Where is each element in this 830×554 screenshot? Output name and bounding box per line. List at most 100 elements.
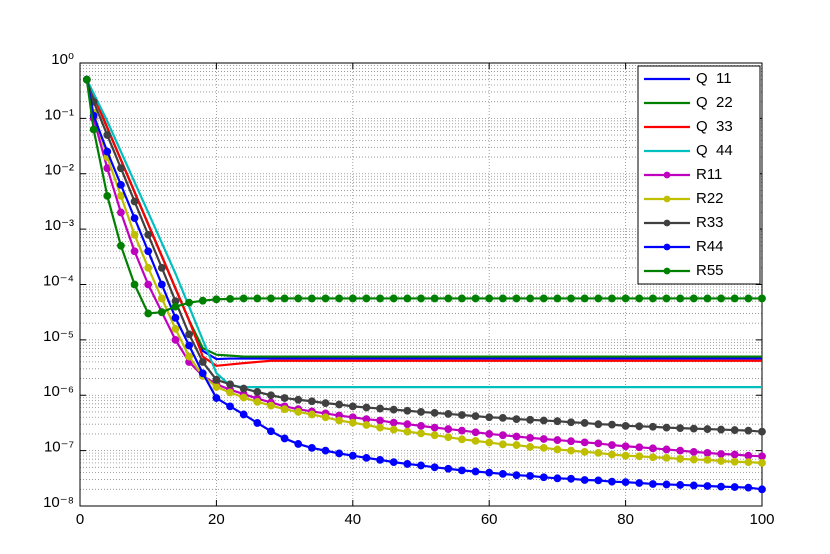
series-marker	[730, 450, 739, 459]
series-marker	[239, 410, 248, 419]
series-marker	[744, 483, 753, 492]
y-tick-label: 10⁻³	[44, 217, 74, 234]
series-marker	[676, 424, 685, 433]
series-marker	[307, 397, 316, 406]
series-marker	[130, 280, 139, 289]
series-marker	[280, 434, 289, 443]
series-marker	[758, 427, 766, 436]
series-marker	[676, 481, 685, 489]
series-marker	[608, 450, 616, 459]
x-tick-label: 60	[481, 511, 498, 528]
series-marker	[144, 247, 153, 256]
series-marker	[662, 480, 671, 489]
series-marker	[703, 455, 712, 464]
series-marker	[239, 384, 248, 393]
series-marker	[703, 448, 712, 457]
series-marker	[567, 446, 575, 455]
series-marker	[758, 294, 766, 303]
x-tick-label: 20	[208, 511, 225, 528]
series-marker	[758, 452, 766, 461]
series-marker	[676, 454, 685, 463]
series-marker	[539, 416, 548, 425]
series-marker	[389, 418, 398, 427]
series-marker	[212, 394, 221, 402]
series-marker	[730, 294, 739, 303]
series-marker	[335, 449, 344, 458]
series-marker	[580, 438, 589, 447]
series-marker	[335, 400, 344, 409]
series-marker	[635, 422, 644, 431]
series-marker	[280, 294, 289, 303]
series-marker	[689, 481, 698, 490]
series-marker	[608, 294, 616, 303]
series-marker	[444, 294, 453, 303]
legend-label: Q 11	[696, 70, 732, 87]
series-marker	[89, 125, 98, 134]
legend-label: R55	[696, 262, 724, 279]
series-marker	[512, 471, 521, 480]
series-marker	[444, 425, 453, 433]
series-marker	[294, 440, 303, 448]
x-tick-label: 100	[749, 511, 774, 528]
series-marker	[580, 294, 589, 303]
series-marker	[430, 423, 439, 432]
series-marker	[471, 412, 480, 421]
legend-label: R33	[696, 214, 724, 231]
series-marker	[226, 388, 234, 397]
series-marker	[280, 394, 289, 402]
series-marker	[471, 428, 480, 437]
series-marker	[376, 455, 384, 464]
series-marker	[307, 294, 316, 303]
series-marker	[267, 294, 275, 303]
series-marker	[485, 294, 494, 303]
series-marker	[458, 294, 466, 303]
series-marker	[185, 352, 194, 361]
series-marker	[144, 280, 153, 289]
series-marker	[498, 431, 507, 440]
series-marker	[621, 294, 630, 303]
series-marker	[539, 473, 548, 482]
series-marker	[458, 426, 466, 435]
series-marker	[744, 426, 753, 435]
series-marker	[608, 441, 616, 449]
series-marker	[130, 197, 139, 206]
series-marker	[376, 416, 384, 425]
series-marker	[185, 298, 194, 307]
series-marker	[417, 421, 425, 430]
series-marker	[662, 294, 671, 303]
series-marker	[389, 294, 398, 303]
series-marker	[417, 294, 425, 303]
series-marker	[539, 294, 548, 303]
series-marker	[676, 294, 685, 303]
legend-marker	[663, 171, 671, 179]
legend: Q 11 Q 22 Q 33 Q 44 R11 R22 R33 R44 R55	[637, 65, 761, 285]
series-marker	[348, 402, 357, 411]
y-tick-label: 10⁰	[51, 51, 74, 68]
series-marker	[498, 413, 507, 422]
series-marker	[185, 341, 194, 350]
series-marker	[635, 479, 644, 487]
series-marker	[348, 294, 357, 303]
series-marker	[485, 413, 494, 422]
series-marker	[198, 358, 207, 366]
series-marker	[689, 424, 698, 433]
series-marker	[403, 427, 412, 436]
series-marker	[444, 410, 453, 418]
series-marker	[171, 324, 180, 333]
series-marker	[212, 375, 221, 384]
series-marker	[471, 294, 480, 303]
series-marker	[621, 442, 630, 451]
series-marker	[744, 458, 753, 467]
series-marker	[226, 294, 234, 303]
series-marker	[157, 294, 166, 303]
series-marker	[744, 294, 753, 303]
series-marker	[498, 440, 507, 449]
series-marker	[130, 247, 139, 256]
series-marker	[294, 408, 303, 416]
series-marker	[117, 180, 125, 189]
series-marker	[376, 423, 384, 432]
series-marker	[117, 208, 125, 217]
y-tick-label: 10⁻¹	[44, 106, 74, 123]
series-marker	[212, 295, 221, 304]
series-marker	[430, 463, 439, 472]
